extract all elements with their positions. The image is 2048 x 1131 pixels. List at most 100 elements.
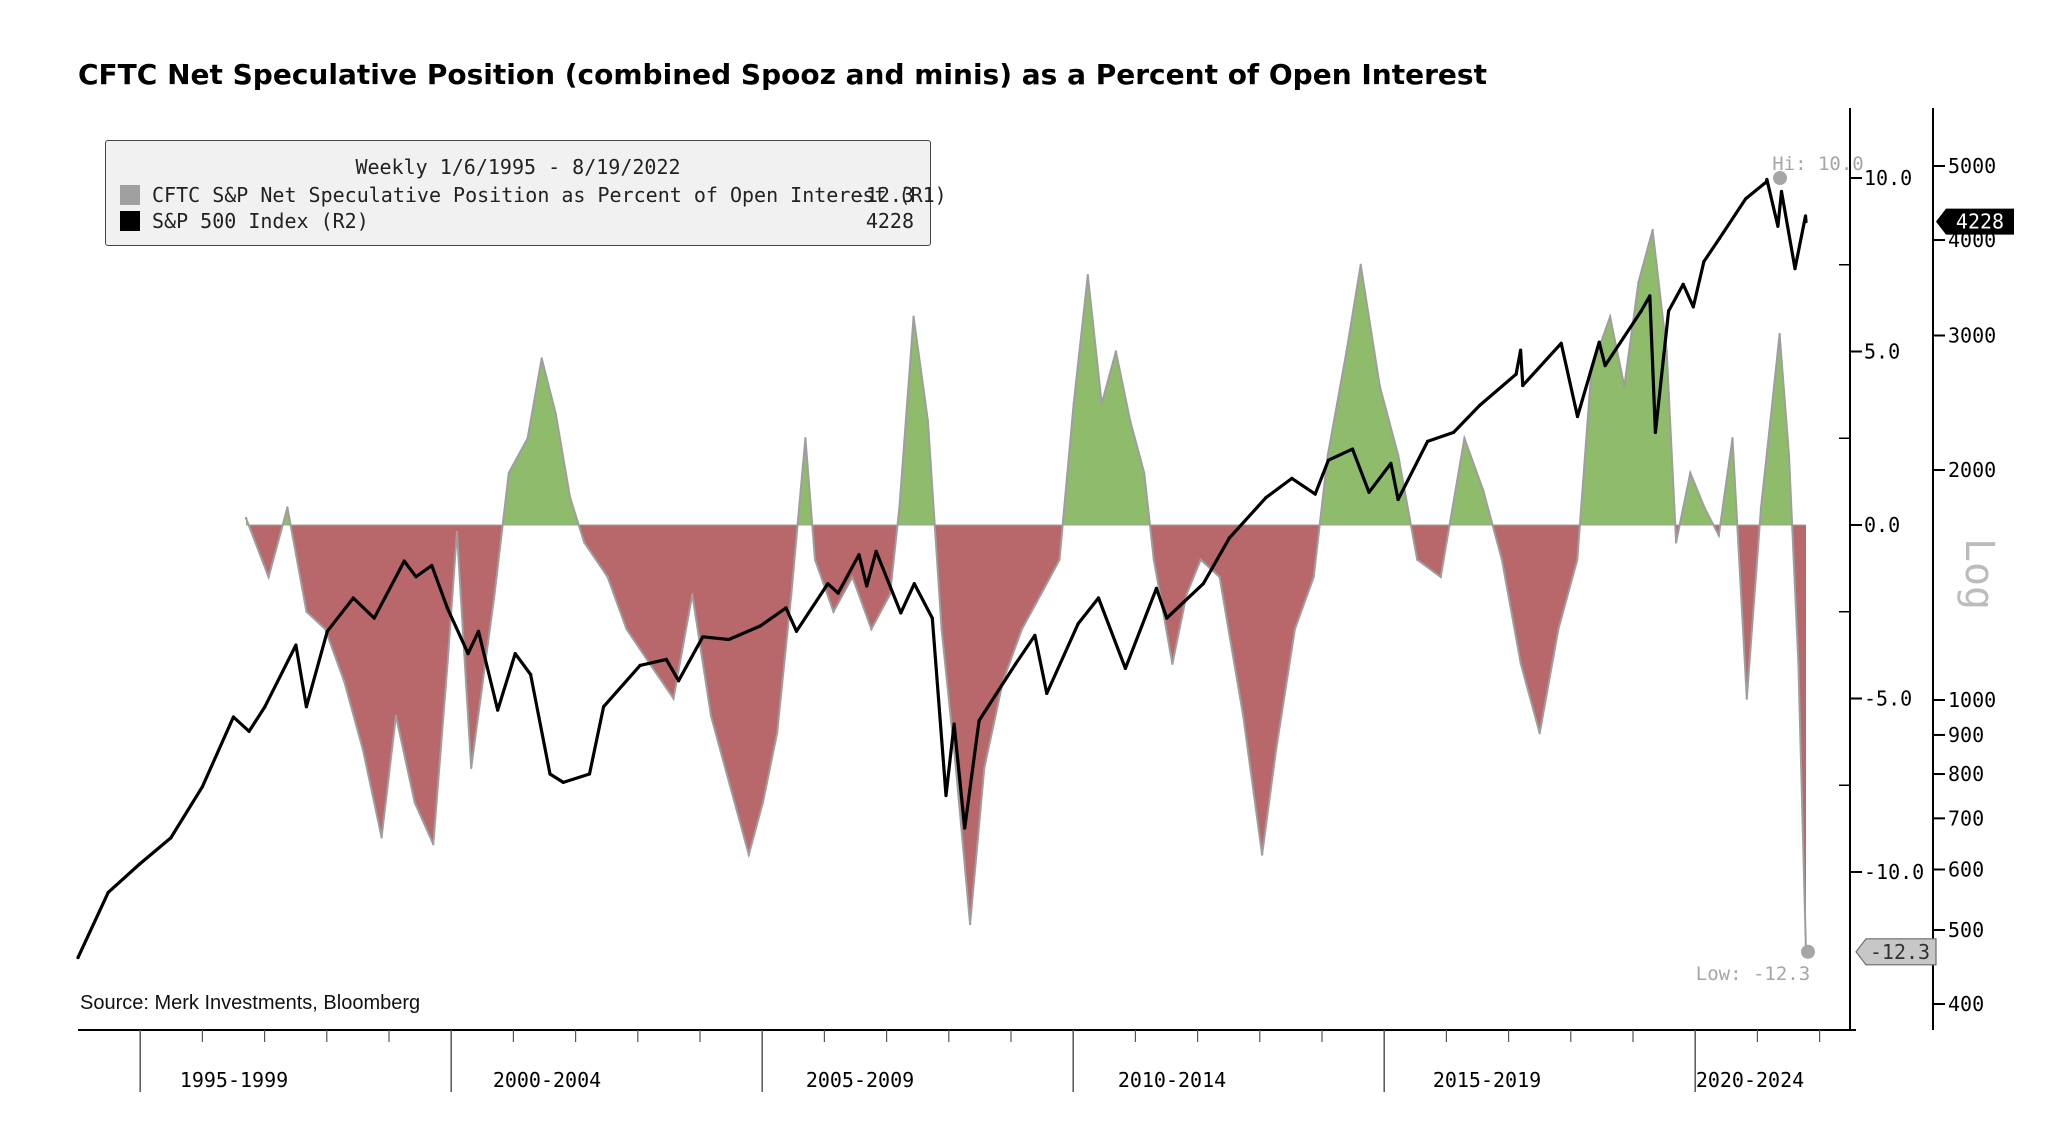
spx-point-82 [1744,197,1748,201]
spx-point-13 [402,559,406,563]
spec-point-70 [1416,558,1419,561]
spx-point-9 [304,705,308,709]
spec-area-positive-10 [1062,275,1150,525]
spec-point-84 [1665,350,1668,353]
spx-point-39 [899,611,903,615]
spx-point-63 [1396,497,1400,502]
r2-tick-label-3: 2000 [1948,458,1996,482]
spec-point-76 [1538,732,1541,735]
spx-point-77 [1667,309,1671,313]
spec-area-positive-6 [797,438,813,525]
annotations: Hi: 10.0 Low: -12.3 4228 -12.3 [1696,153,2014,985]
legend-swatch-spec [120,185,140,205]
spec-area-negative-1 [248,525,283,577]
x-period-label-1: 2000-2004 [493,1068,601,1092]
spec-point-75 [1519,662,1523,665]
spx-point-38 [874,549,878,554]
spx-last-value-label: 4228 [1956,210,2004,234]
spec-point-54 [1143,471,1146,475]
spx-point-47 [1033,633,1037,638]
r1-tick-label-2: 0.0 [1864,513,1900,537]
spx-point-25 [602,705,606,709]
spec-point-85 [1674,541,1678,544]
spx-point-45 [977,718,981,723]
spec-point-57 [1185,593,1188,596]
r2-tick-label-9: 500 [1948,918,1984,942]
spx-point-88 [1803,214,1808,218]
spx-line-series [76,177,1808,960]
spec-point-88 [1717,534,1721,537]
spec-point-55 [1152,558,1156,561]
spec-point-25 [691,593,694,596]
spx-point-53 [1165,616,1169,620]
spec-point-10 [432,843,435,846]
spec-point-66 [1345,350,1348,353]
r1-tick-label-0: 10.0 [1864,166,1912,190]
spec-point-49 [1072,402,1075,405]
spx-point-59 [1326,458,1330,462]
spx-point-8 [294,643,298,647]
spec-point-63 [1293,627,1297,631]
spx-point-84 [1765,177,1769,182]
spec-point-58 [1199,558,1202,561]
spec-point-60 [1242,714,1245,718]
x-period-label-4: 2015-2019 [1433,1068,1541,1092]
spx-point-44 [963,826,967,830]
spx-point-75 [1648,294,1652,298]
spec-point-87 [1703,506,1706,509]
spx-point-22 [548,772,552,776]
spec-point-46 [1020,627,1024,631]
legend-header: Weekly 1/6/1995 - 8/19/2022 [355,155,681,179]
spec-point-33 [813,558,817,561]
spec-point-81 [1623,385,1626,388]
spec-point-44 [983,766,986,770]
legend-item-spec: CFTC S&P Net Speculative Position as Per… [120,183,947,209]
spx-point-15 [430,563,434,568]
spec-area-positive-12 [1319,264,1411,525]
spec-point-8 [394,714,398,718]
spec-point-47 [1039,593,1043,596]
spx-point-57 [1290,476,1294,480]
spec-point-69 [1397,454,1400,457]
spx-point-42 [944,793,948,798]
spec-point-20 [583,541,586,544]
spec-point-17 [540,357,543,360]
spx-point-29 [701,635,705,639]
spx-point-67 [1514,372,1518,376]
spx-point-0 [76,956,80,960]
spx-point-6 [247,729,251,733]
spec-point-83 [1651,228,1654,232]
spec-area-negative-11 [1150,525,1320,855]
r2-tick-label-7: 700 [1948,806,1984,830]
spec-point-50 [1086,274,1090,277]
spx-point-73 [1603,364,1607,368]
spx-point-72 [1597,340,1601,344]
spx-point-55 [1227,536,1231,540]
spec-point-31 [790,593,793,596]
spec-point-34 [832,610,835,613]
spx-point-16 [445,606,449,610]
spec-point-53 [1129,419,1132,423]
spx-point-49 [1076,622,1080,626]
spx-point-66 [1478,403,1482,407]
spec-point-28 [747,853,750,856]
spec-point-82 [1637,280,1640,284]
spx-point-48 [1045,691,1049,696]
spx-point-30 [727,637,731,642]
low-label: Low: -12.3 [1696,963,1810,985]
spec-area-series [244,228,1808,953]
x-period-label-5: 2020-2024 [1696,1068,1804,1092]
spec-point-94 [1787,454,1791,457]
spx-point-1 [106,890,110,895]
r1-tick-label-3: -5.0 [1864,687,1912,711]
spec-point-27 [728,784,732,787]
r2-tick-label-5: 900 [1948,723,1984,747]
spx-last-value-tag [1936,208,2014,235]
spec-last-value-tag [1855,938,1937,966]
spx-point-46 [1014,662,1018,666]
spec-point-74 [1500,558,1504,561]
spec-point-22 [625,627,628,631]
spx-point-26 [638,663,642,668]
spx-point-20 [513,652,517,656]
x-period-label-3: 2010-2014 [1118,1068,1226,1092]
